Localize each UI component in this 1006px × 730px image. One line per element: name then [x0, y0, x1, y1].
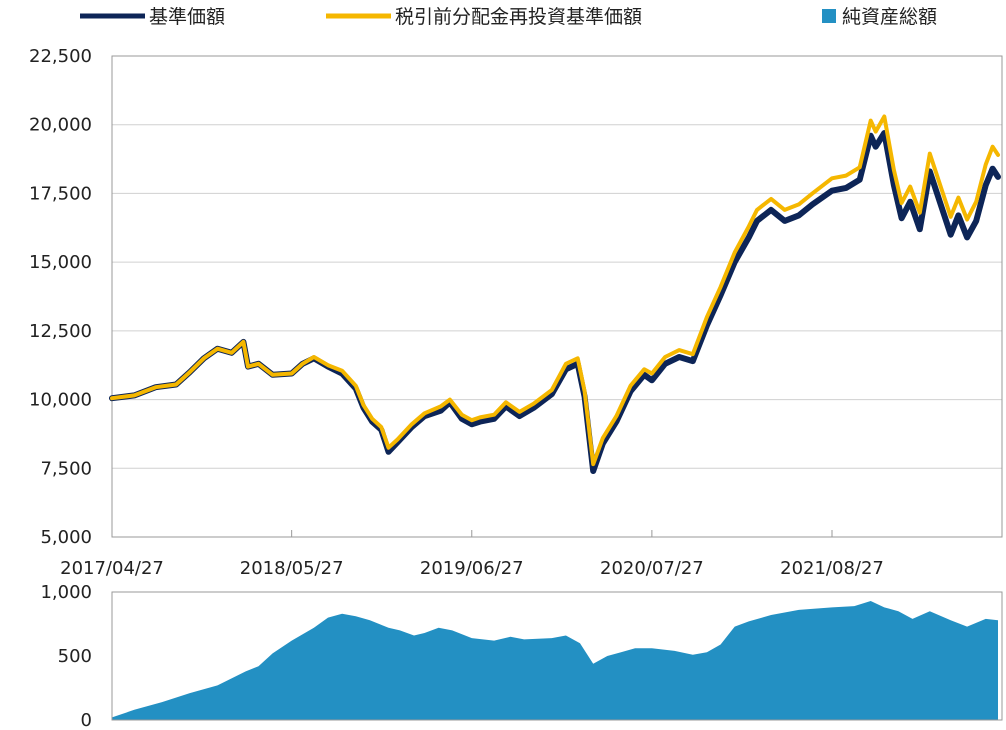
series-line-reinvested-nav: [110, 114, 1000, 467]
y-tick-label: 17,500: [29, 183, 92, 204]
legend-item-nav: 基準価額: [80, 6, 225, 28]
y-tick-label: 10,000: [29, 390, 92, 411]
y-tick-label: 15,000: [29, 252, 92, 273]
x-tick-label: 2018/05/27: [240, 558, 344, 579]
x-tick-label: 2020/07/27: [600, 558, 704, 579]
legend-item-net-assets: 純資産総額: [822, 6, 937, 28]
legend-label-nav: 基準価額: [149, 6, 225, 28]
lower-y-tick-label: 0: [81, 710, 92, 730]
x-tick-label: 2021/08/27: [780, 558, 884, 579]
x-tick-label: 2019/06/27: [420, 558, 524, 579]
upper-gridlines: [112, 124, 1002, 469]
upper-y-axis: 5,000 7,500 10,000 12,500 15,000 17,500 20,000…: [29, 46, 92, 548]
legend-square-net-assets: [822, 9, 836, 23]
upper-series-group: [109, 114, 1001, 474]
y-tick-label: 12,500: [29, 321, 92, 342]
legend-label-reinvested-nav: 税引前分配金再投資基準価額: [395, 6, 642, 28]
legend: 基準価額 税引前分配金再投資基準価額 純資産総額: [80, 6, 937, 28]
lower-y-tick-label: 1,000: [40, 582, 92, 603]
upper-x-axis: 2017/04/27 2018/05/27 2019/06/27 2020/07/27…: [60, 530, 884, 579]
lower-plot-frame: [111, 591, 1003, 721]
lower-series-group: [112, 601, 998, 720]
series-line-nav: [109, 130, 1001, 474]
lower-y-tick-label: 500: [58, 646, 92, 667]
lower-y-axis: 0 500 1,000: [40, 582, 92, 730]
x-tick-label: 2017/04/27: [60, 558, 164, 579]
y-tick-label: 20,000: [29, 115, 92, 136]
y-tick-label: 22,500: [29, 46, 92, 67]
y-tick-label: 7,500: [40, 458, 92, 479]
legend-item-reinvested-nav: 税引前分配金再投資基準価額: [326, 6, 642, 28]
upper-plot-frame: [111, 55, 1003, 538]
lower-plot: 0 500 1,000: [40, 582, 1003, 730]
legend-label-net-assets: 純資産総額: [842, 6, 937, 28]
series-area-net-assets: [112, 601, 998, 720]
upper-plot: 5,000 7,500 10,000 12,500 15,000 17,500 20,000…: [29, 46, 1003, 579]
y-tick-label: 5,000: [40, 527, 92, 548]
